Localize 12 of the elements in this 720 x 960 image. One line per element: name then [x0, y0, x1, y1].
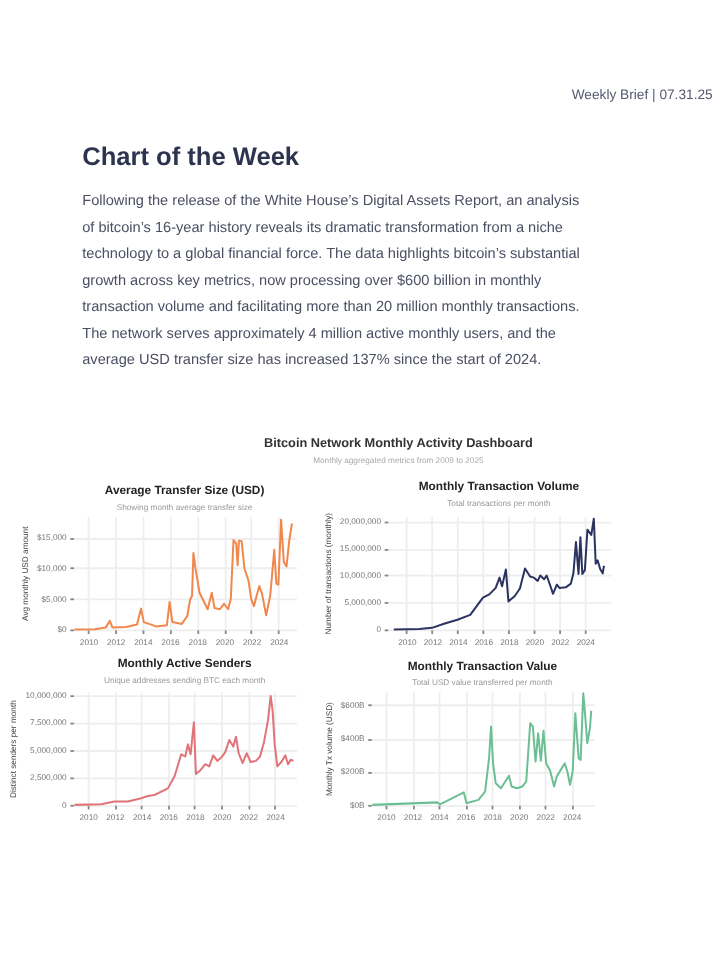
text: of bitcoin’s 16-year history reveals its dramatic transformation from a niche	[82, 217, 563, 236]
text: growth across key metrics, now processing over $600 billion in monthly	[82, 270, 543, 289]
text: Chart of the Week	[82, 141, 301, 172]
line-series	[371, 692, 593, 806]
line-series	[392, 517, 605, 631]
text: The network serves approximately 4 million active monthly users, and the	[82, 323, 556, 342]
line-series	[73, 518, 293, 631]
text: technology to a global financial force. The data highlights bitcoin’s substantial	[82, 244, 581, 263]
text: transaction volume and facilitating more than 20 million monthly transactions.	[82, 297, 580, 316]
text: Following the release of the White House’s Digital Assets Report, an analysis	[82, 191, 580, 210]
text: average USD transfer size has increased 137% since the start of 2024.	[82, 350, 542, 369]
line-series	[73, 694, 295, 806]
